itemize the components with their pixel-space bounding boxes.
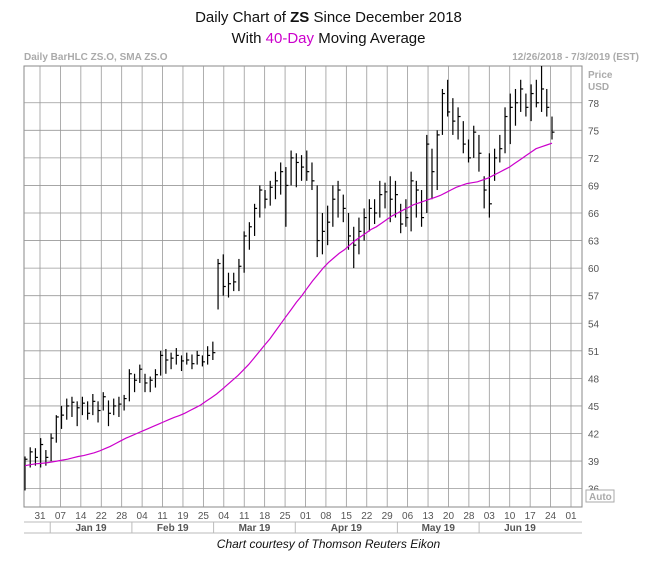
x-tick-label: 10 xyxy=(504,511,516,522)
x-tick-label: 28 xyxy=(116,511,128,522)
x-tick-label: 29 xyxy=(382,511,394,522)
y-tick-label: 69 xyxy=(588,181,600,192)
x-tick-label: 22 xyxy=(96,511,108,522)
month-label: Jun 19 xyxy=(504,523,536,534)
y-tick-label: 57 xyxy=(588,292,600,303)
x-tick-label: 25 xyxy=(198,511,210,522)
chart-title-line1: Daily Chart of ZS Since December 2018 xyxy=(0,9,657,26)
sma-line xyxy=(24,142,553,467)
title-line2-suffix: Moving Average xyxy=(314,30,426,47)
month-label: May 19 xyxy=(422,523,456,534)
chart-header-right: 12/26/2018 - 7/3/2019 (EST) xyxy=(512,52,639,63)
auto-scale-badge xyxy=(585,489,615,503)
month-label: Apr 19 xyxy=(331,523,363,534)
y-tick-label: 42 xyxy=(588,430,600,441)
x-tick-label: 06 xyxy=(402,511,414,522)
x-tick-label: 28 xyxy=(463,511,475,522)
chart-title-line2: With 40-Day Moving Average xyxy=(0,30,657,47)
y-tick-label: 54 xyxy=(588,319,600,330)
y-tick-label: 75 xyxy=(588,126,600,137)
title-highlight: 40-Day xyxy=(265,30,315,47)
x-tick-label: 01 xyxy=(300,511,312,522)
x-tick-label: 15 xyxy=(341,511,353,522)
y-tick-label: 78 xyxy=(588,99,600,110)
y-axis-label: Price xyxy=(588,70,613,81)
x-tick-label: 11 xyxy=(157,511,168,522)
y-tick-label: 66 xyxy=(588,209,600,220)
month-label: Feb 19 xyxy=(157,523,189,534)
y-axis-unit: USD xyxy=(588,82,609,93)
x-tick-label: 14 xyxy=(75,511,87,522)
x-tick-label: 11 xyxy=(239,511,250,522)
title-suffix: Since December 2018 xyxy=(309,9,462,26)
x-tick-label: 20 xyxy=(443,511,455,522)
title-line2-prefix: With xyxy=(231,30,266,47)
auto-scale-label: Auto xyxy=(589,492,612,503)
x-tick-label: 19 xyxy=(177,511,189,522)
x-tick-label: 24 xyxy=(545,511,557,522)
title-prefix: Daily Chart of xyxy=(195,9,291,26)
title-ticker: ZS xyxy=(290,9,310,26)
y-tick-label: 39 xyxy=(588,457,600,468)
x-tick-label: 07 xyxy=(55,511,67,522)
chart-header-left: Daily BarHLC ZS.O, SMA ZS.O xyxy=(24,52,168,63)
x-tick-label: 18 xyxy=(259,511,271,522)
x-tick-label: 01 xyxy=(565,511,577,522)
y-tick-label: 60 xyxy=(588,264,600,275)
month-label: Mar 19 xyxy=(239,523,271,534)
x-tick-label: 04 xyxy=(137,511,149,522)
x-tick-label: 03 xyxy=(484,511,496,522)
x-tick-label: 17 xyxy=(525,511,537,522)
y-tick-label: 63 xyxy=(588,237,600,248)
y-tick-label: 48 xyxy=(588,374,600,385)
y-tick-label: 51 xyxy=(588,347,600,358)
month-label: Jan 19 xyxy=(75,523,107,534)
x-tick-label: 13 xyxy=(422,511,434,522)
x-tick-label: 08 xyxy=(320,511,332,522)
y-tick-label: 45 xyxy=(588,402,600,413)
x-tick-label: 31 xyxy=(34,511,46,522)
x-tick-label: 04 xyxy=(218,511,230,522)
y-tick-label: 72 xyxy=(588,154,600,165)
plot-frame xyxy=(23,65,583,508)
chart-credit: Chart courtesy of Thomson Reuters Eikon xyxy=(216,537,441,551)
x-tick-label: 22 xyxy=(361,511,373,522)
x-tick-label: 25 xyxy=(280,511,292,522)
